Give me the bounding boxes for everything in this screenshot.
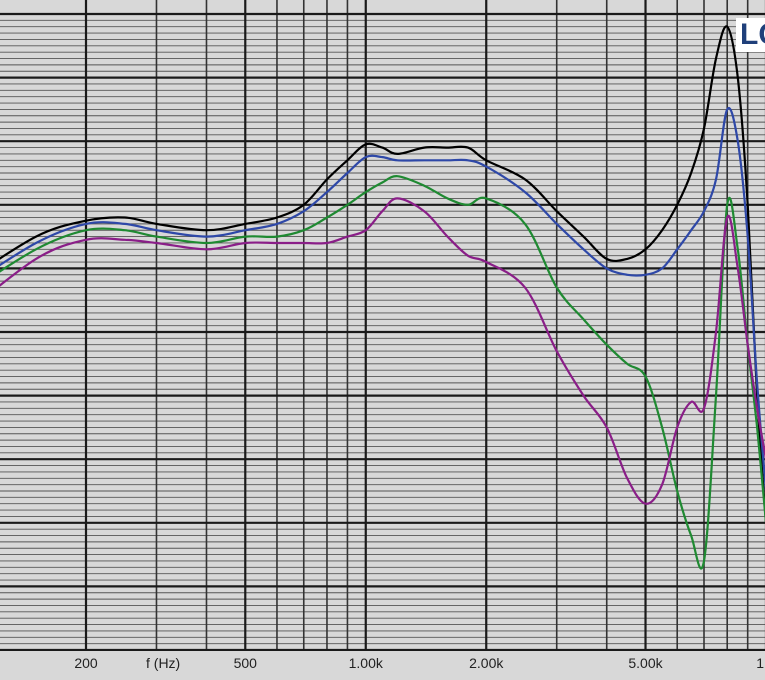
series-line-3 (0, 175, 765, 570)
x-tick-labels: 200 500 1.00k 2.00k 5.00k 1 (74, 655, 764, 671)
series-line-2 (0, 106, 765, 492)
series-line-1 (0, 25, 765, 524)
x-tick-label: 2.00k (469, 655, 504, 671)
x-tick-label: 200 (74, 655, 98, 671)
series-line-4 (0, 197, 765, 505)
brand-logo-text: LC (736, 18, 765, 52)
x-tick-label: 1.00k (349, 655, 384, 671)
x-tick-label: 5.00k (628, 655, 663, 671)
x-tick-label: 1 (756, 655, 764, 671)
x-axis-label: f (Hz) (146, 655, 180, 671)
x-tick-label: 500 (234, 655, 258, 671)
x-axis-band (0, 650, 765, 680)
series-layer (0, 25, 765, 570)
